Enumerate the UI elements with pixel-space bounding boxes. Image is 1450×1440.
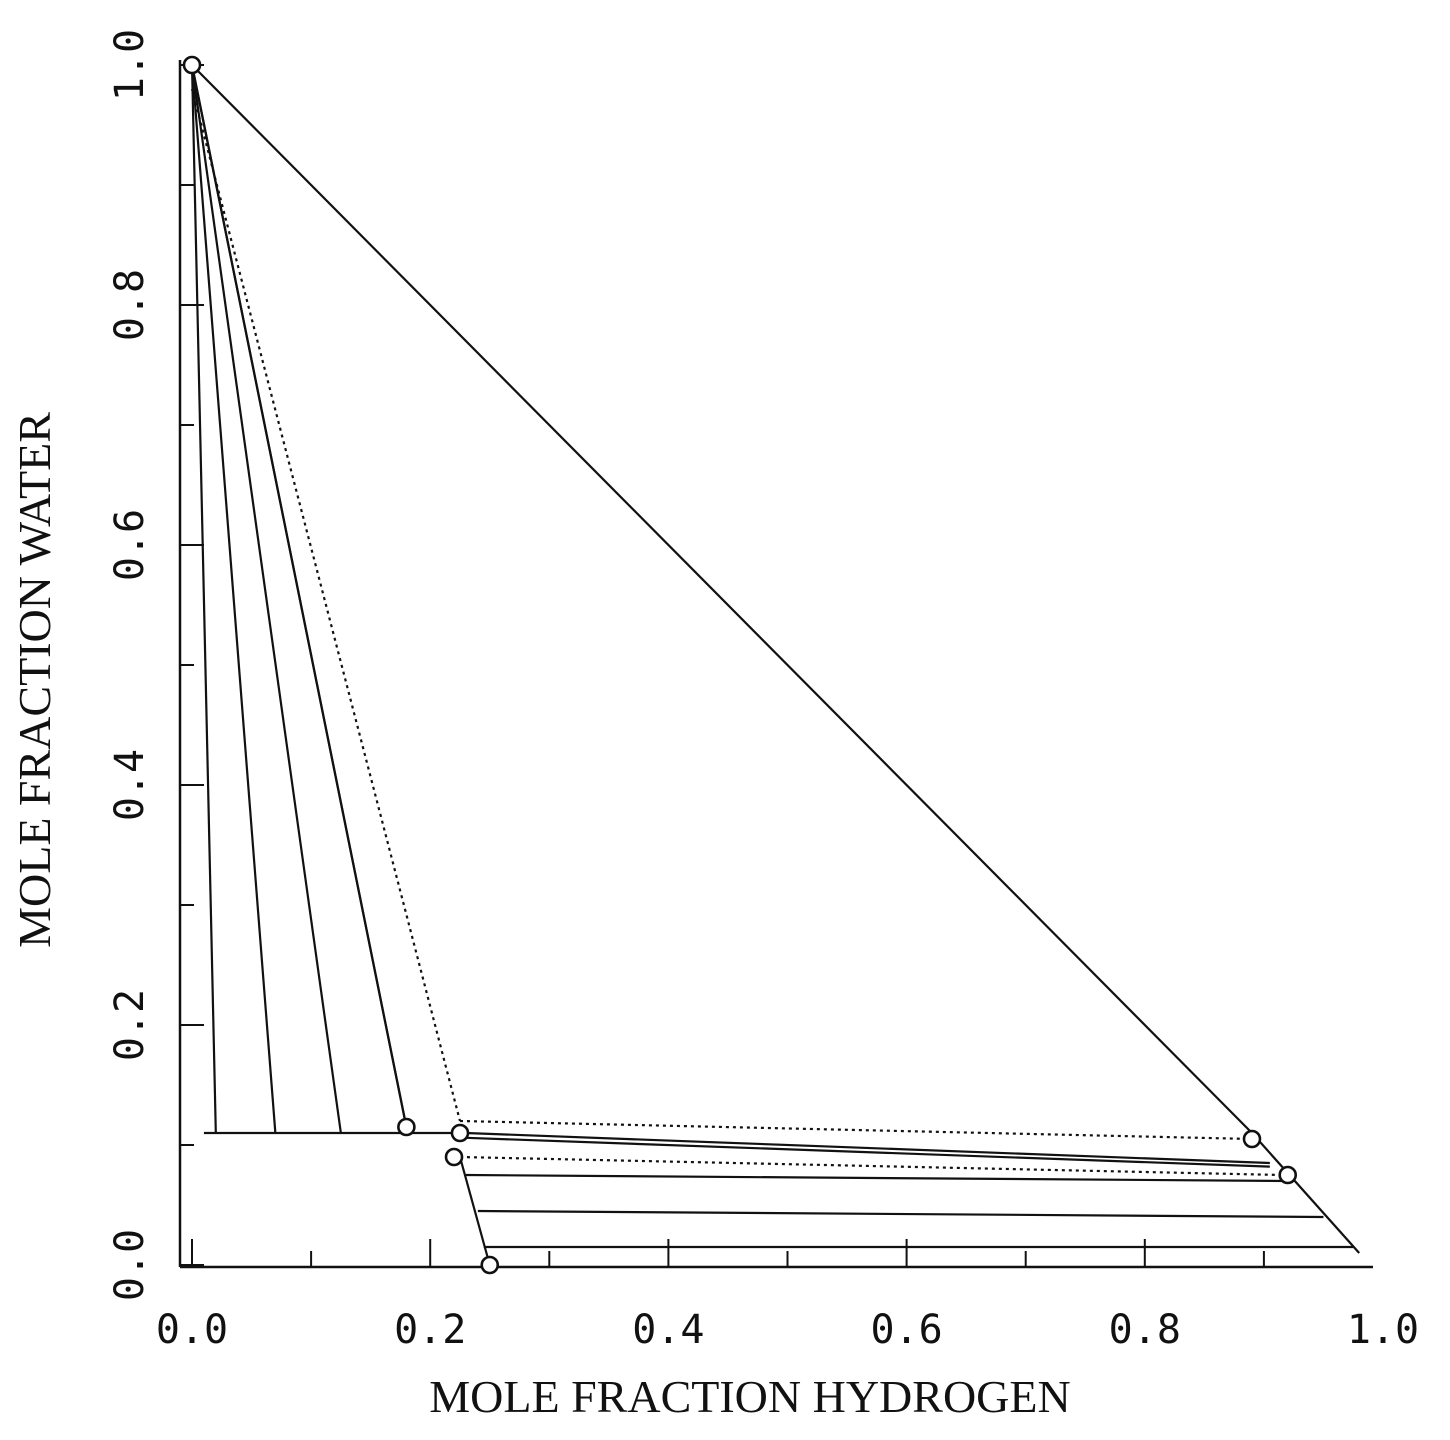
x-tick-label: 0.2 (394, 1307, 466, 1353)
data-point-marker (397, 1117, 416, 1137)
x-tick-label: 0.6 (870, 1307, 942, 1353)
y-tick-label: 1.0 (107, 29, 153, 101)
tie-line (190, 64, 342, 1134)
y-axis-title: MOLE FRACTION WATER (9, 412, 60, 948)
x-tick-label: 0.8 (1109, 1307, 1181, 1353)
data-point-marker (444, 1147, 464, 1167)
tie-line (191, 64, 1253, 1134)
x-tick-label: 1.0 (1347, 1307, 1419, 1353)
axes (178, 60, 1373, 1269)
y-tick-label: 0.6 (107, 509, 153, 581)
data-point-marker (1278, 1165, 1298, 1185)
tie-line (465, 1136, 1270, 1168)
y-tick-label: 0.8 (107, 269, 153, 341)
tie-lines (190, 64, 1361, 1266)
dotted-tie-line (459, 1119, 1253, 1141)
data-markers (182, 55, 1298, 1275)
tie-line (190, 64, 217, 1134)
tie-line (477, 1209, 1324, 1219)
x-tick-label: 0.4 (632, 1307, 704, 1353)
data-point-marker (480, 1255, 500, 1275)
data-point-marker (1242, 1129, 1262, 1149)
y-tick-label: 0.2 (107, 989, 153, 1061)
tie-line (465, 1173, 1288, 1183)
tie-line (1251, 1132, 1361, 1254)
y-tick-label: 0.0 (107, 1229, 153, 1301)
tie-line (465, 1131, 1270, 1165)
x-axis-title: MOLE FRACTION HYDROGEN (429, 1371, 1070, 1422)
tick-labels: 0.0 0.2 0.4 0.6 0.8 1.0 0.0 0.2 0.4 0.6 0.8 1.0 (107, 29, 1419, 1353)
y-tick-label: 0.4 (107, 749, 153, 821)
dotted-tie-line (190, 88, 462, 1122)
data-point-marker (182, 55, 202, 75)
tie-line (190, 64, 277, 1134)
tie-line (190, 64, 408, 1128)
x-tick-label: 0.0 (156, 1307, 228, 1353)
data-point-marker (450, 1123, 470, 1143)
